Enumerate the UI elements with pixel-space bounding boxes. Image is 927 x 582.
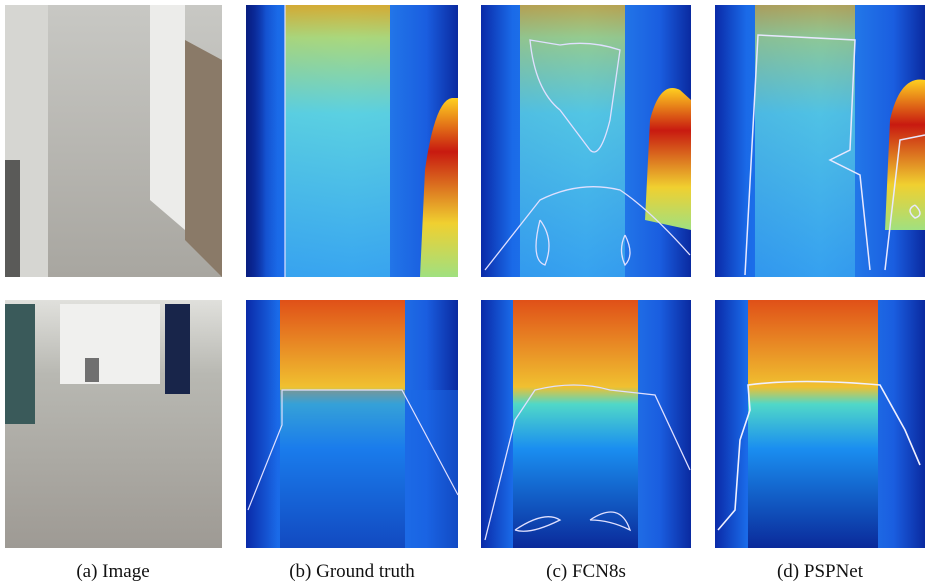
caption: (b) Ground truth <box>289 561 415 582</box>
heatmap <box>246 5 458 277</box>
caption: (a) Image <box>76 561 149 582</box>
heatmap <box>715 300 925 548</box>
heatmap <box>481 300 691 548</box>
caption: (c) FCN8s <box>546 561 626 582</box>
heatmap <box>481 5 691 277</box>
heatmap <box>715 5 925 277</box>
photo <box>5 5 222 277</box>
figure: (a) Image (b) Ground truth (c) FCN8s (d)… <box>0 0 927 582</box>
heatmap <box>246 300 458 548</box>
photo <box>5 300 222 548</box>
caption: (d) PSPNet <box>777 561 864 582</box>
